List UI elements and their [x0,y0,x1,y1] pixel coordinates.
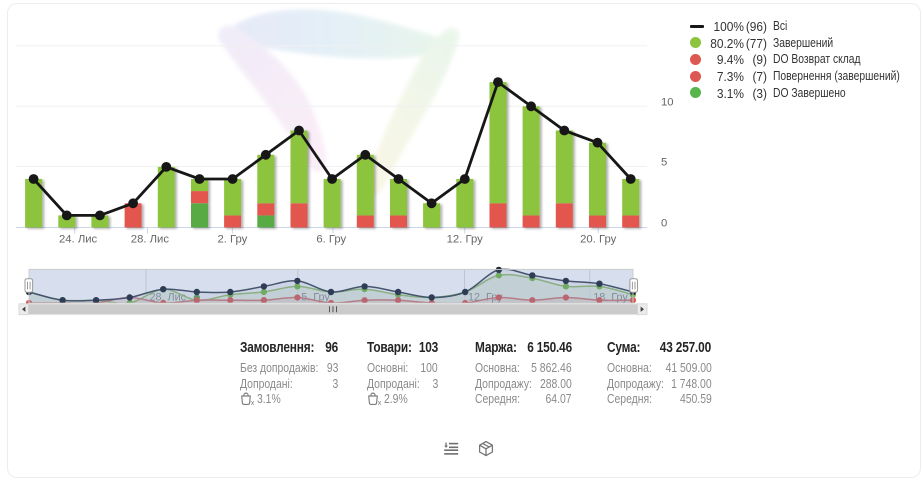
svg-text:28. Лис: 28. Лис [131,234,170,246]
svg-text:2. Гру: 2. Гру [217,234,247,246]
svg-text:28. Лис: 28. Лис [150,292,187,304]
svg-text:0: 0 [661,218,667,230]
svg-text:12. Гру: 12. Гру [447,234,483,246]
svg-text:10: 10 [661,96,674,108]
svg-text:24. Лис: 24. Лис [59,234,98,246]
svg-text:x: x [378,398,382,406]
svg-text:20. Гру: 20. Гру [580,234,616,246]
svg-text:6. Гру: 6. Гру [316,234,346,246]
svg-text:x: x [251,398,255,406]
svg-text:5: 5 [661,157,667,169]
svg-text:5. Гру: 5. Гру [301,292,330,304]
